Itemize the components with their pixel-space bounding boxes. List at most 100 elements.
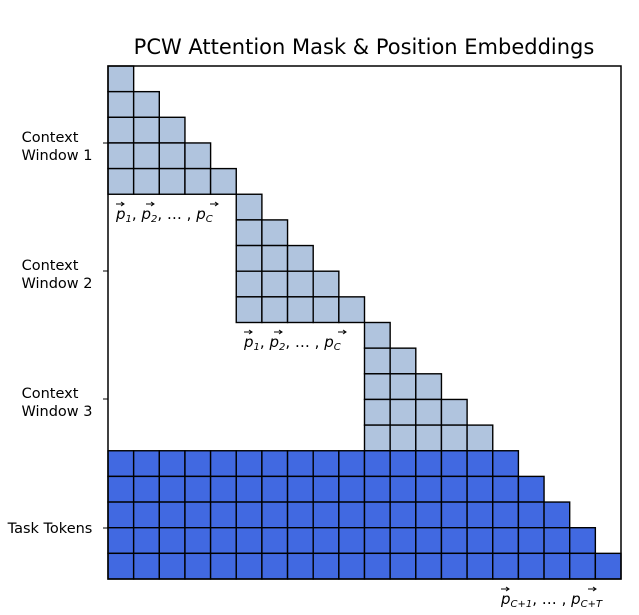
task-mask-cell [286,527,314,555]
context-mask-cell [338,296,366,324]
task-mask-cell [235,450,263,478]
task-mask-cell [492,527,520,555]
label-window-1-line2: Window 1 [21,148,92,164]
context-mask-cell [415,373,443,401]
task-mask-cell [466,527,494,555]
task-mask-cell [184,450,212,478]
context-mask-cell [235,296,263,324]
task-mask-cell [312,475,340,503]
context-mask-cell [184,142,212,170]
task-mask-cell [363,527,391,555]
context-mask-cell [132,90,160,119]
task-mask-cell [209,527,237,555]
task-mask-cell [594,552,622,580]
positions-task-text: pC+1, … , pC+T [500,590,603,610]
context-mask-cell [235,270,263,298]
label-window-2-line1: Context [22,258,79,274]
task-mask-cell [363,501,391,529]
task-mask-cell [132,527,160,555]
task-mask-cell [184,501,212,529]
context-mask-cell [132,167,160,195]
task-mask-cell [132,450,160,478]
positions-window-2: p1, p2, … , pC [243,329,347,353]
task-mask-cell [466,552,494,580]
task-mask-cell [312,527,340,555]
context-mask-cell [363,373,391,401]
positions-task: pC+1, … , pC+T [500,586,603,610]
task-mask-cell [363,475,391,503]
context-mask-cell [389,424,417,452]
task-mask-cell [492,552,520,580]
task-mask-cell [569,552,597,580]
task-mask-cell [363,450,391,478]
mask-cells [107,65,622,580]
task-mask-cell [209,501,237,529]
task-mask-cell [415,475,443,503]
context-mask-cell [312,296,340,324]
task-mask-cell [132,552,160,580]
task-mask-cell [158,501,186,529]
task-mask-cell [158,527,186,555]
task-mask-cell [440,450,468,478]
task-mask-cell [440,552,468,580]
task-mask-cell [158,475,186,503]
figure-title: PCW Attention Mask & Position Embeddings [134,35,595,59]
task-mask-cell [261,552,289,580]
context-mask-cell [415,424,443,452]
context-mask-cell [466,424,494,452]
task-mask-cell [107,527,135,555]
task-mask-cell [184,475,212,503]
context-mask-cell [107,116,135,144]
task-mask-cell [312,501,340,529]
task-mask-cell [209,552,237,580]
task-mask-cell [158,450,186,478]
context-mask-cell [389,373,417,401]
positions-window-1-text: p1, p2, … , pC [115,205,213,225]
task-mask-cell [440,527,468,555]
context-mask-cell [235,219,263,247]
label-window-1-line1: Context [22,130,79,146]
context-mask-cell [261,244,289,272]
task-mask-cell [517,475,545,503]
task-mask-cell [132,475,160,503]
task-mask-cell [235,475,263,503]
task-mask-cell [415,501,443,529]
task-mask-cell [389,450,417,478]
task-mask-cell [286,501,314,529]
vector-arrows-window-2 [244,329,347,335]
task-mask-cell [235,527,263,555]
context-mask-cell [107,65,135,93]
task-mask-cell [184,527,212,555]
task-mask-cell [569,527,597,555]
task-mask-cell [338,552,366,580]
label-window-3-line2: Window 3 [21,404,92,420]
context-mask-cell [261,296,289,324]
vector-arrows-window-1 [116,201,219,207]
task-mask-cell [492,501,520,529]
task-mask-cell [466,501,494,529]
task-mask-cell [389,527,417,555]
task-mask-cell [107,475,135,503]
task-mask-cell [543,552,571,580]
task-mask-cell [517,552,545,580]
context-mask-cell [312,270,340,298]
context-mask-cell [235,244,263,272]
task-mask-cell [466,450,494,478]
context-mask-cell [132,142,160,170]
context-mask-cell [440,424,468,452]
task-mask-cell [543,501,571,529]
task-mask-cell [415,552,443,580]
context-mask-cell [286,270,314,298]
context-mask-cell [389,347,417,375]
task-mask-cell [286,475,314,503]
task-mask-cell [338,527,366,555]
label-window-2-line2: Window 2 [21,276,92,292]
task-mask-cell [466,475,494,503]
label-window-3-line1: Context [22,386,79,402]
task-mask-cell [132,501,160,529]
task-mask-cell [440,501,468,529]
context-mask-cell [363,398,391,426]
task-mask-cell [261,501,289,529]
context-mask-cell [158,116,186,144]
